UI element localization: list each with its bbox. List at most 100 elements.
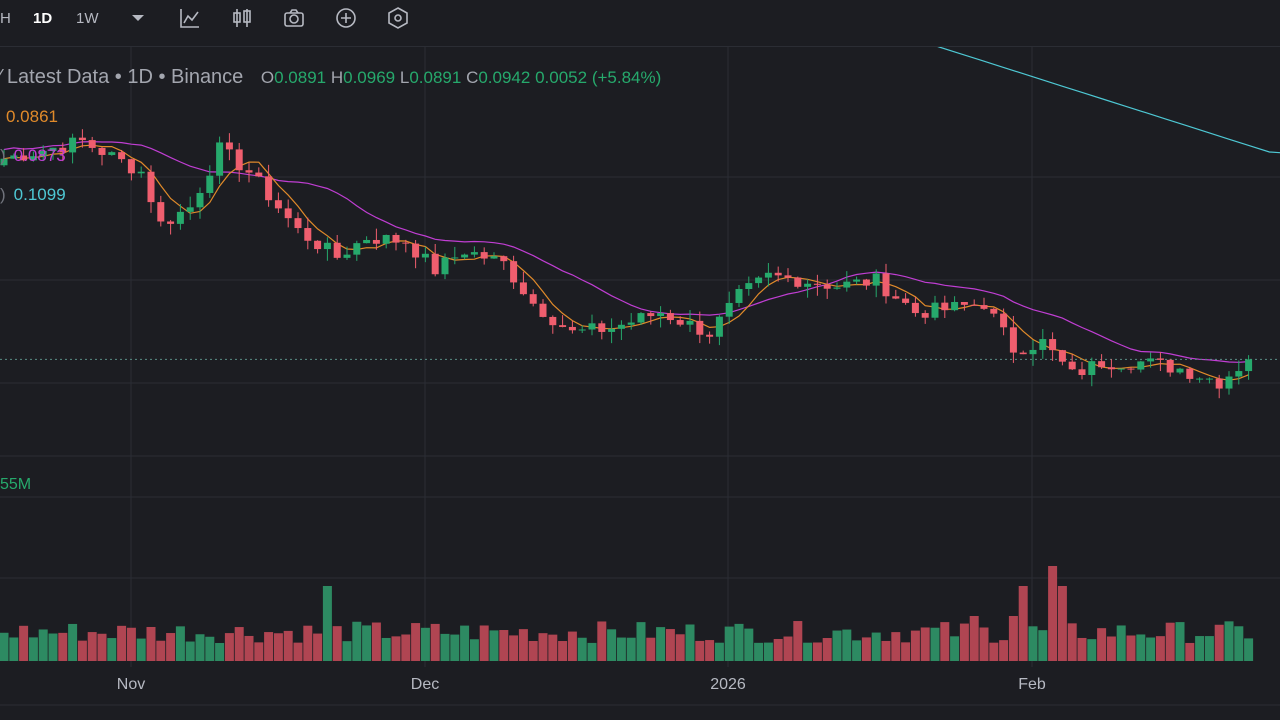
- volume-bar: [87, 632, 97, 661]
- candle-body: [392, 234, 400, 243]
- candle-body: [764, 272, 772, 278]
- price-chart[interactable]: [0, 47, 1280, 720]
- volume-bar: [1126, 635, 1136, 661]
- volume-bar: [1155, 636, 1165, 661]
- volume-bar: [920, 627, 930, 661]
- volume-bar: [940, 622, 950, 661]
- volume-bar: [1195, 636, 1205, 661]
- candle-body: [353, 243, 361, 255]
- candle-body: [1068, 361, 1076, 370]
- candle-body: [1166, 359, 1174, 373]
- candle-body: [921, 313, 929, 318]
- volume-label: 55M: [0, 476, 32, 493]
- interval-4h-button[interactable]: H: [0, 10, 11, 27]
- candle-body: [951, 301, 959, 311]
- volume-bar: [224, 633, 234, 661]
- volume-bar: [107, 638, 117, 661]
- candle-body: [461, 254, 469, 258]
- candle-body: [108, 152, 116, 155]
- candle-body: [1098, 361, 1106, 368]
- volume-bar: [842, 629, 852, 661]
- candle-body: [235, 149, 243, 171]
- candle-body: [637, 313, 645, 323]
- candle-body: [470, 252, 478, 255]
- ma-mid-value: 0.0873: [13, 146, 66, 165]
- candle-body: [29, 156, 37, 161]
- volume-bar: [1028, 626, 1038, 661]
- volume-bar: [146, 626, 156, 661]
- volume-bar: [783, 636, 793, 661]
- candle-body: [960, 301, 968, 305]
- volume-bar: [1087, 639, 1097, 661]
- candle-body: [902, 298, 910, 303]
- candle-body: [1225, 376, 1233, 389]
- interval-1d-button[interactable]: 1D: [33, 10, 53, 27]
- interval-1w-button[interactable]: 1W: [76, 10, 99, 27]
- candle-body: [88, 140, 96, 148]
- volume-bar: [9, 637, 19, 661]
- volume-bar: [38, 629, 48, 661]
- candle-body: [265, 176, 273, 201]
- volume-bar: [861, 637, 871, 661]
- volume-bar: [440, 633, 450, 661]
- volume-bar: [136, 638, 146, 661]
- legend-open: 0.0891: [274, 68, 327, 87]
- candle-body: [725, 302, 733, 317]
- volume-bar: [68, 623, 78, 661]
- volume-bar: [528, 640, 538, 661]
- volume-bar: [1234, 626, 1244, 661]
- volume-bar: [469, 639, 479, 661]
- volume-bar: [185, 641, 195, 661]
- candle-body: [647, 313, 655, 317]
- candle-body: [510, 261, 518, 283]
- volume-bar: [303, 625, 313, 661]
- volume-bar: [58, 632, 68, 661]
- candle-body: [1029, 349, 1037, 355]
- indicators-icon[interactable]: [178, 6, 202, 30]
- candle-body: [549, 316, 557, 326]
- candle-body: [696, 320, 704, 335]
- volume-bar: [1165, 622, 1175, 661]
- x-tick-dec: Dec: [410, 676, 440, 693]
- candle-body: [225, 142, 233, 150]
- volume-bar: [77, 640, 87, 661]
- settings-hexagon-icon[interactable]: [386, 6, 410, 30]
- candle-body: [412, 243, 420, 258]
- candlestick-style-icon[interactable]: [230, 6, 254, 30]
- volume-bar: [803, 642, 813, 661]
- candle-body: [49, 147, 57, 151]
- volume-bar: [1097, 628, 1107, 661]
- volume-bar: [1106, 636, 1116, 661]
- volume-bar: [930, 627, 940, 661]
- volume-bar: [391, 636, 401, 661]
- candle-body: [1196, 378, 1204, 380]
- candle-body: [715, 316, 723, 337]
- volume-bar: [19, 625, 29, 661]
- camera-icon[interactable]: [282, 6, 306, 30]
- candle-body: [1147, 358, 1155, 362]
- candle-body: [1245, 359, 1253, 372]
- candle-body: [1156, 358, 1164, 360]
- candle-body: [0, 158, 8, 166]
- volume-bar: [254, 642, 264, 661]
- candle-body: [559, 325, 567, 327]
- candle-body: [804, 283, 812, 287]
- legend-symbol: Latest Data: [6, 66, 110, 88]
- volume-bar: [959, 623, 969, 661]
- volume-bar: [881, 640, 891, 661]
- candle-body: [1049, 339, 1057, 351]
- candle-body: [441, 257, 449, 275]
- candle-body: [294, 218, 302, 229]
- candle-body: [137, 171, 145, 174]
- x-tick-2026: 2026: [710, 676, 746, 693]
- candle-body: [686, 320, 694, 325]
- volume-bar: [969, 616, 979, 661]
- candle-body: [382, 234, 390, 244]
- volume-bar: [607, 629, 617, 661]
- chevron-down-icon[interactable]: [126, 6, 150, 30]
- volume-bar: [381, 637, 391, 661]
- candle-body: [127, 159, 135, 174]
- candle-body: [1176, 368, 1184, 373]
- candle-body: [1039, 339, 1047, 350]
- add-plus-icon[interactable]: [334, 6, 358, 30]
